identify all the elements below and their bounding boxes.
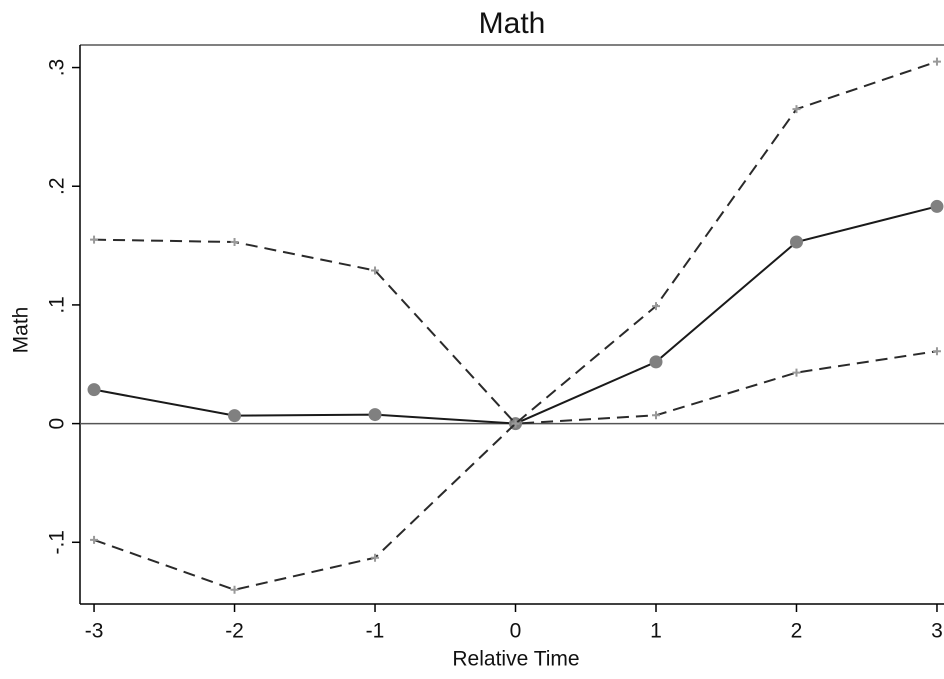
series-line [94,60,938,425]
point-marker [932,347,941,356]
point-marker [932,57,941,66]
point-marker [230,585,239,594]
x-tick-label: 1 [650,620,662,643]
x-tick-label: -1 [366,620,385,643]
x-tick-label: 2 [791,620,803,643]
chart-title: Math [479,7,546,40]
point-marker [90,535,99,544]
y-tick-label: .1 [46,296,69,314]
point-marker [649,355,663,369]
point-marker [792,368,801,377]
x-tick-label: -3 [85,620,104,643]
y-tick-label: 0 [46,418,69,430]
point-marker [228,409,242,423]
point-marker [652,302,660,311]
series-line [93,205,938,425]
point-marker [371,266,380,275]
y-tick-label: .2 [46,177,69,195]
y-tick-label: .3 [46,59,69,77]
point-marker [371,553,380,562]
point-marker [792,105,801,114]
y-axis-label: Math [10,307,33,354]
point-marker [930,199,944,213]
point-marker [230,238,239,247]
point-marker [87,383,101,397]
point-marker [789,235,803,249]
series-line [93,350,938,591]
point-marker [90,235,99,244]
x-tick-label: 0 [510,620,522,643]
point-marker [652,411,660,420]
point-marker [368,408,382,422]
y-tick-label: -.1 [46,530,69,555]
x-tick-label: 3 [931,620,943,643]
x-axis-label: Relative Time [452,648,579,671]
x-tick-label: -2 [225,620,244,643]
point-marker [511,419,520,428]
